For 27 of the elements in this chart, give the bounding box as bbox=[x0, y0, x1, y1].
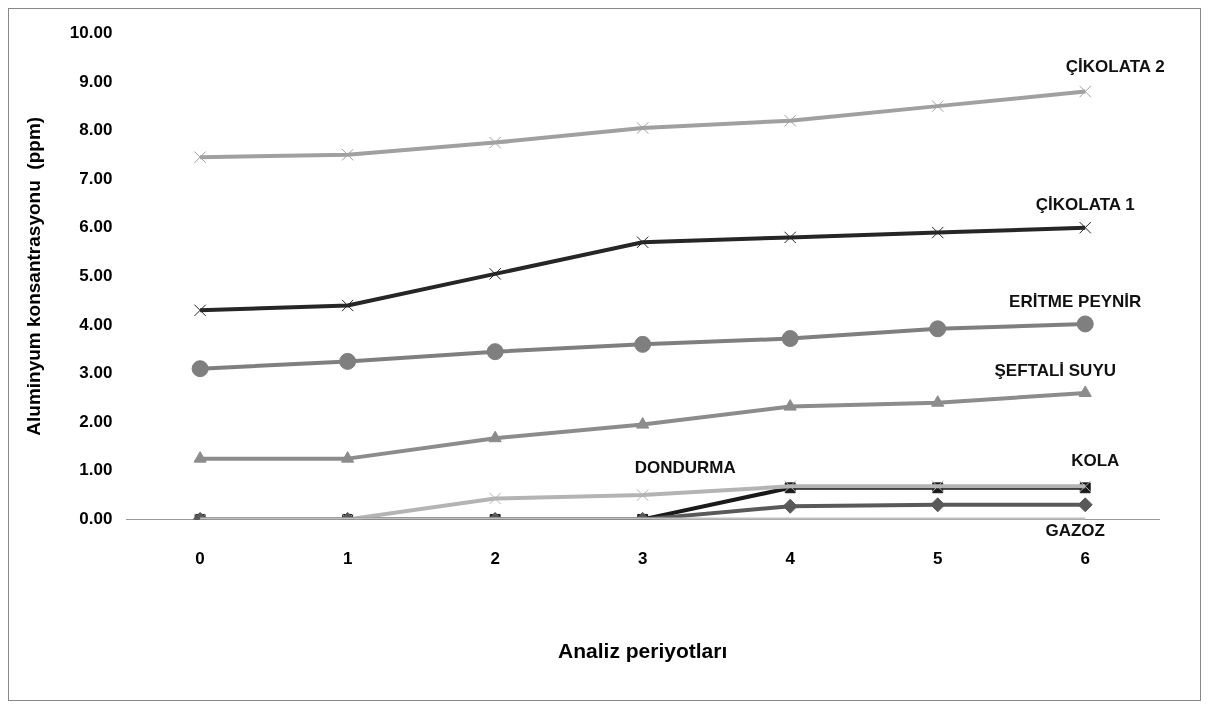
y-tick-label: 3.00 bbox=[79, 363, 113, 383]
x-tick-label: 5 bbox=[932, 549, 943, 569]
y-tick-label: 6.00 bbox=[79, 217, 113, 237]
series-label: ÇİKOLATA 2 bbox=[1065, 57, 1165, 77]
y-tick-label: 2.00 bbox=[79, 411, 113, 431]
series-label: ÇİKOLATA 1 bbox=[1035, 195, 1135, 215]
x-tick-label: 2 bbox=[490, 549, 500, 569]
series-label: ŞEFTALİ SUYU bbox=[994, 360, 1116, 380]
y-axis-title: Aluminyum konsantrasyonu (ppm) bbox=[22, 116, 44, 436]
y-tick-label: 10.00 bbox=[69, 22, 113, 42]
y-tick-label: 7.00 bbox=[79, 168, 113, 188]
series-label: GAZOZ bbox=[1045, 521, 1105, 541]
y-tick-label: 9.00 bbox=[79, 71, 113, 91]
x-tick-label: 4 bbox=[785, 549, 796, 569]
x-tick-label: 6 bbox=[1080, 549, 1090, 569]
series-label: DONDURMA bbox=[634, 458, 736, 478]
y-tick-label: 0.00 bbox=[79, 509, 113, 529]
y-tick-label: 1.00 bbox=[79, 460, 113, 480]
y-tick-label: 8.00 bbox=[79, 120, 113, 140]
series-label: KOLA bbox=[1071, 451, 1120, 471]
y-tick-label: 4.00 bbox=[79, 314, 113, 334]
x-tick-label: 1 bbox=[342, 549, 353, 569]
x-tick-label: 0 bbox=[195, 549, 205, 569]
y-tick-label: 5.00 bbox=[79, 265, 113, 285]
series-label: ERİTME PEYNİR bbox=[1009, 291, 1142, 311]
x-axis-title: Analiz periyotları bbox=[558, 639, 728, 663]
x-tick-label: 3 bbox=[637, 549, 648, 569]
